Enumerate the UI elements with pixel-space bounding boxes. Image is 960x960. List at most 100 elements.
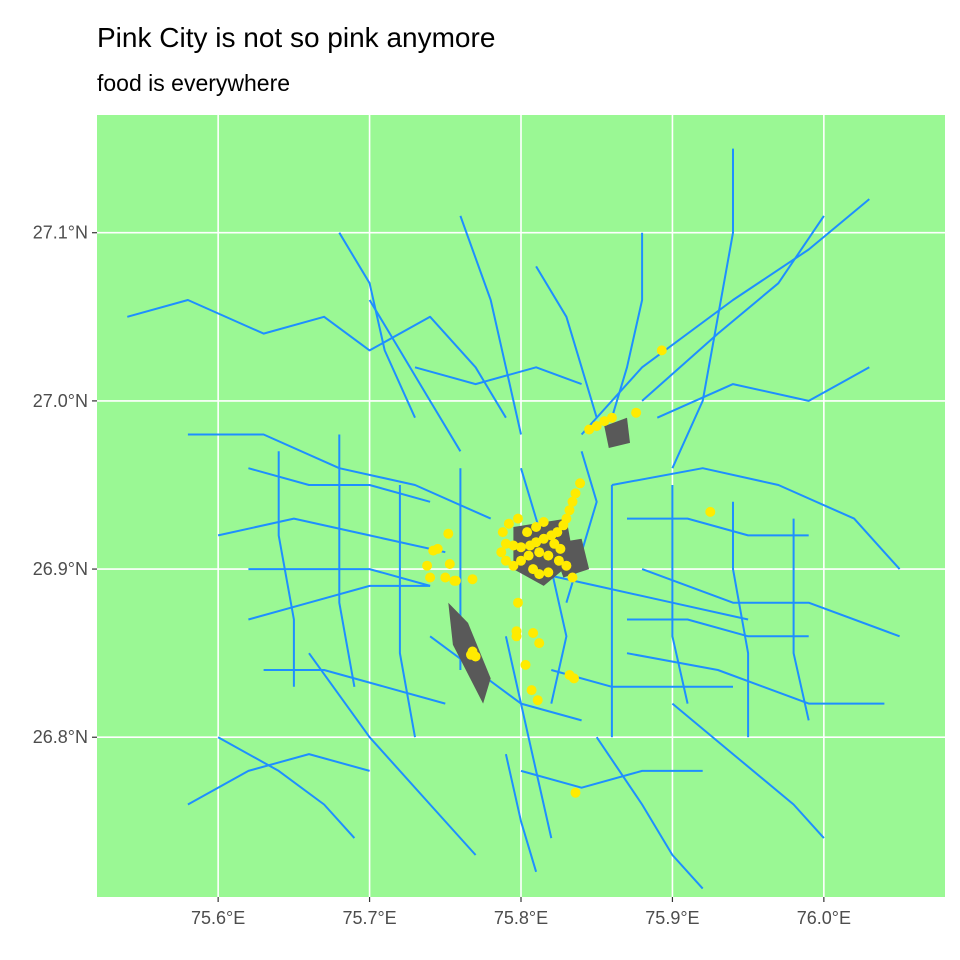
food-point-7 bbox=[570, 488, 581, 499]
road-35 bbox=[520, 769, 703, 789]
food-point-17 bbox=[516, 542, 526, 553]
food-point-39 bbox=[534, 569, 545, 580]
road-36 bbox=[248, 467, 431, 503]
y-tick-label: 26.8°N bbox=[33, 727, 88, 747]
food-point-57 bbox=[425, 572, 436, 583]
road-41 bbox=[414, 366, 582, 386]
food-point-16 bbox=[525, 540, 536, 551]
food-point-9 bbox=[564, 505, 575, 516]
food-point-58 bbox=[444, 559, 455, 569]
food-point-50 bbox=[569, 673, 579, 684]
food-point-2 bbox=[606, 412, 617, 423]
road-34 bbox=[551, 669, 733, 688]
food-point-22 bbox=[508, 560, 519, 571]
road-40 bbox=[627, 618, 809, 638]
road-12 bbox=[626, 652, 885, 705]
road-7 bbox=[641, 215, 825, 402]
road-27 bbox=[277, 451, 295, 687]
food-point-19 bbox=[500, 538, 511, 549]
food-point-3 bbox=[599, 416, 610, 427]
food-point-6 bbox=[575, 478, 586, 489]
road-11 bbox=[641, 568, 900, 638]
food-point-59 bbox=[440, 572, 451, 583]
road-9 bbox=[611, 467, 901, 570]
food-point-28 bbox=[561, 560, 572, 571]
food-point-48 bbox=[532, 695, 543, 706]
road-6 bbox=[580, 198, 870, 436]
food-point-37 bbox=[497, 527, 508, 538]
food-point-56 bbox=[422, 560, 433, 571]
road-15 bbox=[504, 753, 538, 873]
road-8 bbox=[656, 366, 870, 419]
road-33 bbox=[520, 568, 749, 621]
y-tick-label: 27.0°N bbox=[33, 391, 88, 411]
road-17 bbox=[217, 736, 356, 839]
food-point-25 bbox=[534, 547, 545, 558]
road-4 bbox=[535, 265, 598, 418]
road-26 bbox=[398, 485, 416, 738]
page-subtitle: food is everywhere bbox=[97, 70, 291, 96]
road-18 bbox=[187, 753, 370, 806]
built-area-2 bbox=[604, 417, 630, 448]
road-14 bbox=[595, 736, 704, 890]
food-point-23 bbox=[516, 555, 526, 566]
food-point-55 bbox=[428, 545, 439, 556]
road-25 bbox=[338, 434, 356, 687]
road-39 bbox=[627, 517, 809, 537]
x-axis: 75.6°E 75.7°E 75.8°E 75.9°E 76.0°E bbox=[191, 897, 851, 928]
food-point-33 bbox=[513, 513, 523, 524]
food-point-64 bbox=[466, 649, 476, 660]
road-30 bbox=[732, 501, 750, 738]
food-point-1 bbox=[631, 407, 642, 418]
food-point-21 bbox=[500, 555, 511, 566]
road-21 bbox=[368, 299, 462, 452]
food-point-61 bbox=[467, 574, 478, 585]
x-tick-label: 75.8°E bbox=[494, 908, 548, 928]
road-20 bbox=[217, 517, 446, 554]
food-point-46 bbox=[520, 659, 531, 670]
food-point-47 bbox=[526, 685, 537, 696]
food-point-24 bbox=[523, 550, 534, 561]
road-37 bbox=[248, 568, 431, 587]
food-point-35 bbox=[531, 522, 542, 532]
food-point-34 bbox=[522, 527, 533, 538]
road-42 bbox=[504, 636, 553, 839]
food-points-layer bbox=[422, 345, 716, 798]
food-point-11 bbox=[558, 520, 569, 531]
x-tick-label: 76.0°E bbox=[797, 908, 851, 928]
road-10 bbox=[671, 148, 734, 469]
food-point-32 bbox=[503, 518, 514, 529]
x-tick-label: 75.7°E bbox=[342, 908, 396, 928]
road-38 bbox=[263, 669, 446, 705]
road-16 bbox=[308, 652, 477, 856]
page-title: Pink City is not so pink anymore bbox=[97, 22, 496, 53]
road-31 bbox=[792, 518, 810, 721]
food-point-52 bbox=[705, 506, 716, 517]
food-point-51 bbox=[570, 787, 581, 798]
food-point-40 bbox=[543, 567, 554, 578]
food-point-0 bbox=[656, 345, 667, 356]
food-point-44 bbox=[528, 628, 539, 638]
food-point-31 bbox=[549, 538, 560, 549]
x-tick-label: 75.6°E bbox=[191, 908, 245, 928]
food-point-8 bbox=[567, 496, 578, 507]
y-axis: 27.1°N 27.0°N 26.9°N 26.8°N bbox=[33, 223, 97, 747]
food-point-4 bbox=[591, 421, 602, 432]
food-point-43 bbox=[511, 631, 522, 642]
road-3 bbox=[459, 215, 522, 435]
food-point-20 bbox=[496, 547, 507, 558]
road-13 bbox=[671, 702, 825, 839]
road-0 bbox=[127, 299, 507, 419]
food-point-36 bbox=[538, 517, 549, 527]
food-point-41 bbox=[513, 597, 523, 608]
food-point-14 bbox=[538, 533, 549, 544]
y-tick-label: 27.1°N bbox=[33, 223, 88, 243]
food-point-29 bbox=[567, 572, 578, 583]
food-point-45 bbox=[534, 638, 545, 649]
y-tick-label: 26.9°N bbox=[33, 559, 88, 579]
food-point-27 bbox=[553, 555, 564, 566]
x-tick-label: 75.9°E bbox=[645, 908, 699, 928]
road-23 bbox=[429, 635, 582, 722]
food-point-65 bbox=[450, 575, 461, 586]
food-point-53 bbox=[443, 528, 454, 539]
